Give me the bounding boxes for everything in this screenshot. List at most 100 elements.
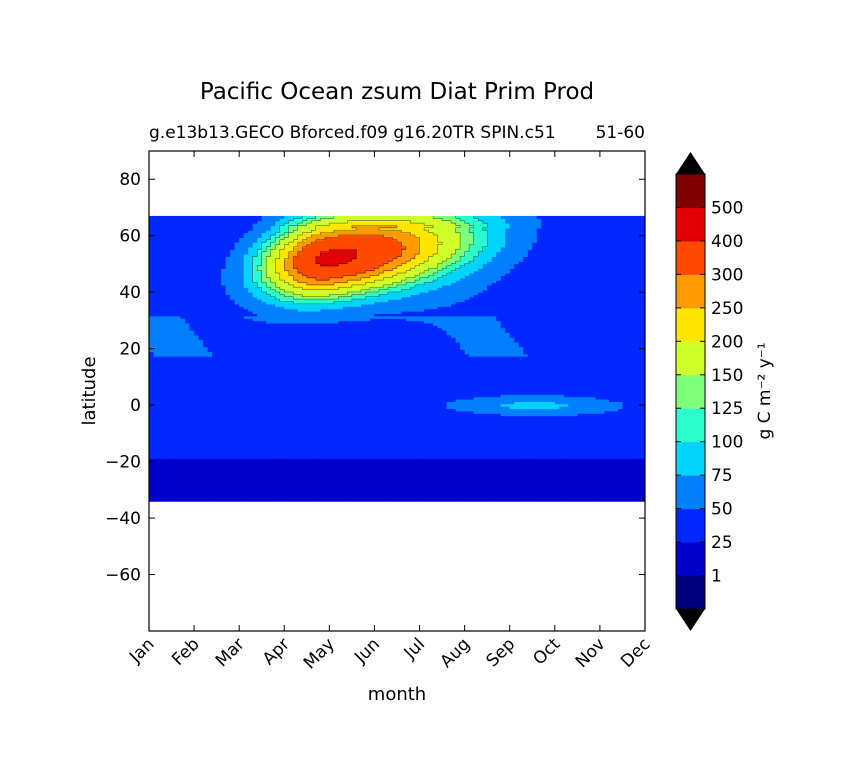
contour-cell (387, 484, 394, 488)
contour-cell (378, 491, 385, 495)
contour-cell (369, 465, 376, 469)
contour-cell (487, 420, 493, 424)
contour-cell (311, 453, 317, 457)
contour-cell (275, 436, 281, 440)
contour-cell (365, 429, 371, 433)
contour-cell (351, 406, 358, 410)
contour-cell (387, 396, 394, 400)
contour-cell (590, 394, 596, 398)
contour-cell (302, 444, 308, 448)
contour-cell (464, 458, 470, 462)
contour-cell (496, 458, 502, 462)
contour-cell (207, 429, 213, 433)
contour-cell (284, 489, 290, 493)
contour-cell (194, 455, 200, 459)
contour-cell (509, 465, 515, 469)
contour-cell (383, 444, 389, 448)
contour-cell (311, 446, 317, 450)
contour-cell (221, 427, 227, 431)
contour-cell (180, 422, 186, 426)
contour-cell (252, 496, 258, 500)
contour-cell (270, 408, 276, 412)
contour-cell (194, 439, 200, 443)
contour-cell (491, 446, 497, 450)
contour-cell (523, 401, 529, 405)
contour-cell (635, 446, 642, 450)
contour-cell (410, 422, 416, 426)
contour-cell (451, 429, 457, 433)
contour-cell (545, 460, 551, 464)
contour-cell (239, 446, 245, 450)
contour-cell (374, 458, 380, 462)
contour-cell (266, 491, 272, 495)
contour-cell (171, 420, 177, 424)
contour-cell (505, 493, 511, 497)
contour-cell (415, 408, 421, 412)
contour-cell (478, 398, 484, 402)
contour-cell (216, 420, 222, 424)
contour-cell (356, 444, 362, 448)
contour-cell (635, 429, 642, 433)
contour-cell (590, 451, 596, 455)
contour-cell (320, 398, 326, 402)
contour-cell (162, 436, 168, 440)
contour-cell (221, 484, 227, 488)
contour-cell (266, 458, 272, 462)
contour-cell (243, 420, 249, 424)
contour-cell (311, 498, 317, 502)
contour-cell (523, 489, 529, 493)
contour-cell (635, 417, 642, 421)
contour-cell (270, 444, 276, 448)
contour-cell (464, 444, 470, 448)
contour-cell (158, 436, 164, 440)
contour-cell (383, 477, 389, 481)
contour-cell (500, 472, 506, 476)
contour-cell (523, 453, 529, 457)
contour-cell (230, 444, 236, 448)
contour-cell (577, 441, 583, 445)
contour-cell (392, 396, 398, 400)
contour-cell (631, 489, 637, 493)
contour-cell (608, 451, 615, 455)
contour-cell (176, 420, 182, 424)
contour-cell (338, 460, 344, 464)
contour-cell (500, 434, 506, 438)
contour-cell (518, 427, 524, 431)
contour-cell (500, 484, 506, 488)
contour-cell (243, 413, 249, 417)
contour-cell (635, 439, 642, 443)
contour-cell (365, 489, 371, 493)
contour-cell (541, 410, 547, 414)
contour-cell (158, 434, 164, 438)
contour-cell (437, 401, 443, 405)
contour-cell (225, 455, 231, 459)
contour-cell (351, 436, 358, 440)
contour-cell (369, 401, 376, 405)
contour-cell (392, 455, 398, 459)
contour-cell (410, 460, 416, 464)
contour-cell (536, 458, 542, 462)
contour-cell (234, 477, 240, 481)
contour-cell (243, 465, 249, 469)
contour-cell (153, 434, 159, 438)
contour-cell (360, 470, 367, 474)
contour-cell (185, 477, 191, 481)
contour-cell (415, 455, 421, 459)
contour-cell (554, 453, 560, 457)
contour-cell (473, 444, 479, 448)
contour-cell (248, 448, 254, 452)
contour-cell (563, 489, 569, 493)
contour-cell (590, 489, 596, 493)
contour-cell (158, 403, 164, 407)
contour-cell (550, 444, 556, 448)
contour-cell (189, 474, 195, 478)
contour-cell (631, 493, 637, 497)
contour-cell (464, 406, 470, 410)
contour-cell (158, 491, 164, 495)
contour-cell (216, 496, 222, 500)
contour-cell (315, 470, 321, 474)
contour-cell (527, 498, 533, 502)
contour-cell (288, 410, 294, 414)
contour-cell (279, 470, 285, 474)
contour-cell (279, 422, 285, 426)
